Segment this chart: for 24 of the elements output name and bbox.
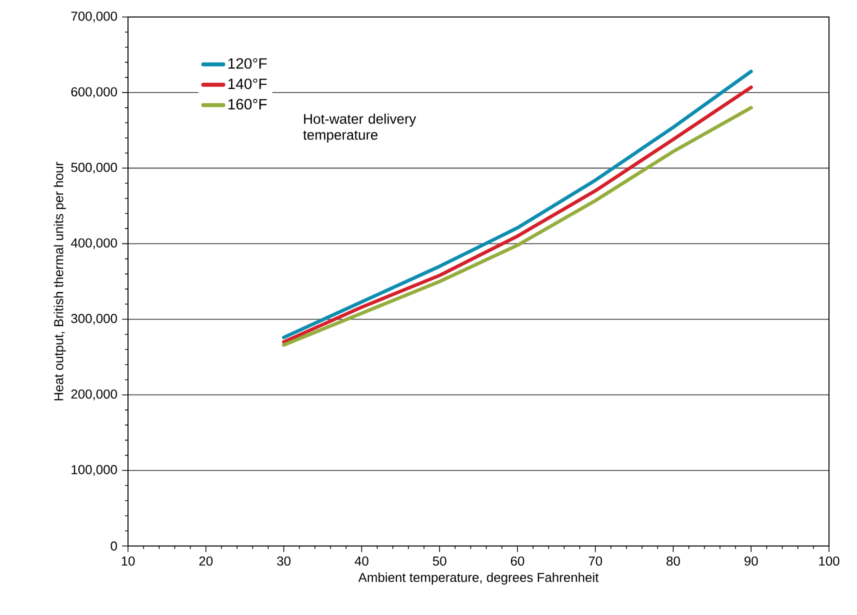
x-tick-label: 50	[432, 556, 446, 566]
y-tick-label: 600,000	[71, 87, 117, 98]
y-tick-label: 700,000	[71, 12, 117, 22]
x-tick-label: 100	[819, 556, 840, 566]
x-tick-label: 20	[199, 556, 213, 566]
y-tick-label: 300,000	[71, 314, 117, 325]
x-axis-title: Ambient temperature, degrees Fahrenheit	[358, 572, 599, 585]
x-tick-label: 80	[666, 556, 680, 566]
y-axis-title: Heat output, British thermal units per hour	[54, 162, 66, 400]
legend-label: 120°F	[228, 58, 267, 69]
y-tick-label: 400,000	[70, 238, 117, 250]
x-tick-label: 70	[588, 556, 602, 566]
legend-label: 140°F	[228, 78, 267, 90]
x-tick-label: 90	[744, 556, 758, 566]
y-tick-label: 200,000	[71, 389, 117, 400]
y-tick-label: 0	[110, 541, 117, 551]
x-tick-label: 10	[122, 556, 135, 566]
legend-title: Hot-water delivery temperature	[303, 114, 416, 143]
legend-label: 160°F	[228, 98, 267, 110]
y-tick-label: 500,000	[71, 162, 117, 174]
y-tick-label: 100,000	[72, 465, 117, 476]
x-tick-label: 60	[510, 556, 524, 566]
x-tick-label: 40	[354, 556, 368, 566]
x-tick-label: 30	[277, 556, 290, 566]
